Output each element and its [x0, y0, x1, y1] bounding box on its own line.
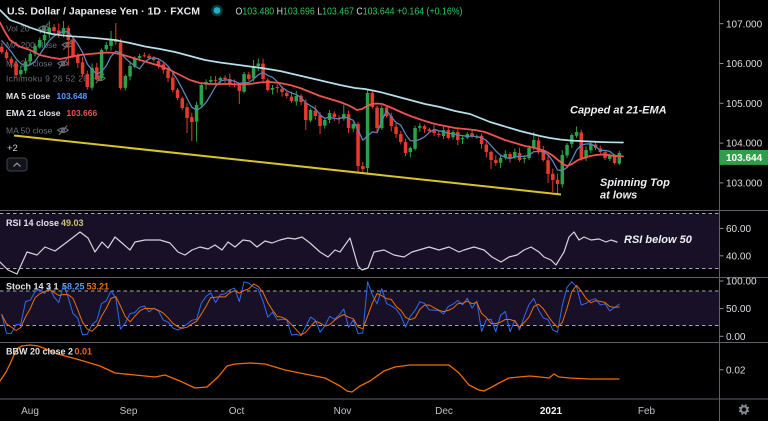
svg-text:at lows: at lows — [600, 190, 637, 202]
svg-text:Aug: Aug — [21, 406, 39, 417]
svg-text:Oct: Oct — [229, 406, 245, 417]
svg-text:MA 50 close: MA 50 close — [6, 125, 53, 135]
svg-text:U.S. Dollar / Japanese Yen · 1: U.S. Dollar / Japanese Yen · 1D · FXCM — [7, 5, 200, 17]
svg-text:MA 20 close: MA 20 close — [6, 59, 53, 69]
svg-text:EMA 21 close: EMA 21 close — [6, 108, 61, 118]
svg-text:Feb: Feb — [638, 406, 656, 417]
svg-text:107.000: 107.000 — [726, 19, 763, 30]
svg-text:106.000: 106.000 — [726, 59, 763, 70]
svg-text:40.00: 40.00 — [726, 251, 751, 262]
svg-text:Ichimoku 9 26 52 26: Ichimoku 9 26 52 26 — [6, 74, 88, 84]
svg-text:103.644: 103.644 — [726, 153, 763, 164]
svg-text:+2: +2 — [7, 143, 18, 154]
svg-text:BBW 20 close 2: BBW 20 close 2 — [6, 347, 73, 357]
svg-text:Nov: Nov — [334, 406, 352, 417]
svg-text:103.666: 103.666 — [67, 108, 98, 118]
svg-text:105.000: 105.000 — [726, 99, 763, 110]
svg-text:0.00: 0.00 — [726, 332, 746, 343]
svg-text:103.648: 103.648 — [57, 91, 88, 101]
svg-text:53.21: 53.21 — [87, 282, 110, 292]
svg-text:0.01: 0.01 — [75, 347, 93, 357]
svg-text:Vol 20: Vol 20 — [6, 24, 30, 34]
svg-text:MA 5 close: MA 5 close — [6, 91, 50, 101]
svg-text:0.02: 0.02 — [726, 365, 746, 376]
svg-text:100.00: 100.00 — [726, 277, 757, 288]
svg-text:58.25: 58.25 — [62, 282, 85, 292]
svg-text:RSI 14 close: RSI 14 close — [6, 218, 59, 228]
svg-text:104.000: 104.000 — [726, 139, 763, 150]
svg-text:Capped at 21-EMA: Capped at 21-EMA — [570, 104, 667, 116]
svg-text:RSI below 50: RSI below 50 — [624, 234, 693, 246]
svg-text:Spinning Top: Spinning Top — [600, 177, 670, 189]
svg-text:O103.480 H103.696 L103.467 C10: O103.480 H103.696 L103.467 C103.644 +0.1… — [236, 6, 463, 17]
svg-text:Dec: Dec — [435, 406, 453, 417]
svg-text:2021: 2021 — [540, 406, 563, 417]
svg-text:50.00: 50.00 — [726, 304, 751, 315]
svg-text:49.03: 49.03 — [61, 218, 84, 228]
svg-text:Sep: Sep — [120, 406, 138, 417]
svg-text:Stoch 14 3 1: Stoch 14 3 1 — [6, 282, 59, 292]
svg-text:60.00: 60.00 — [726, 224, 751, 235]
svg-text:103.000: 103.000 — [726, 179, 763, 190]
svg-text:MA 200 close: MA 200 close — [6, 40, 57, 50]
